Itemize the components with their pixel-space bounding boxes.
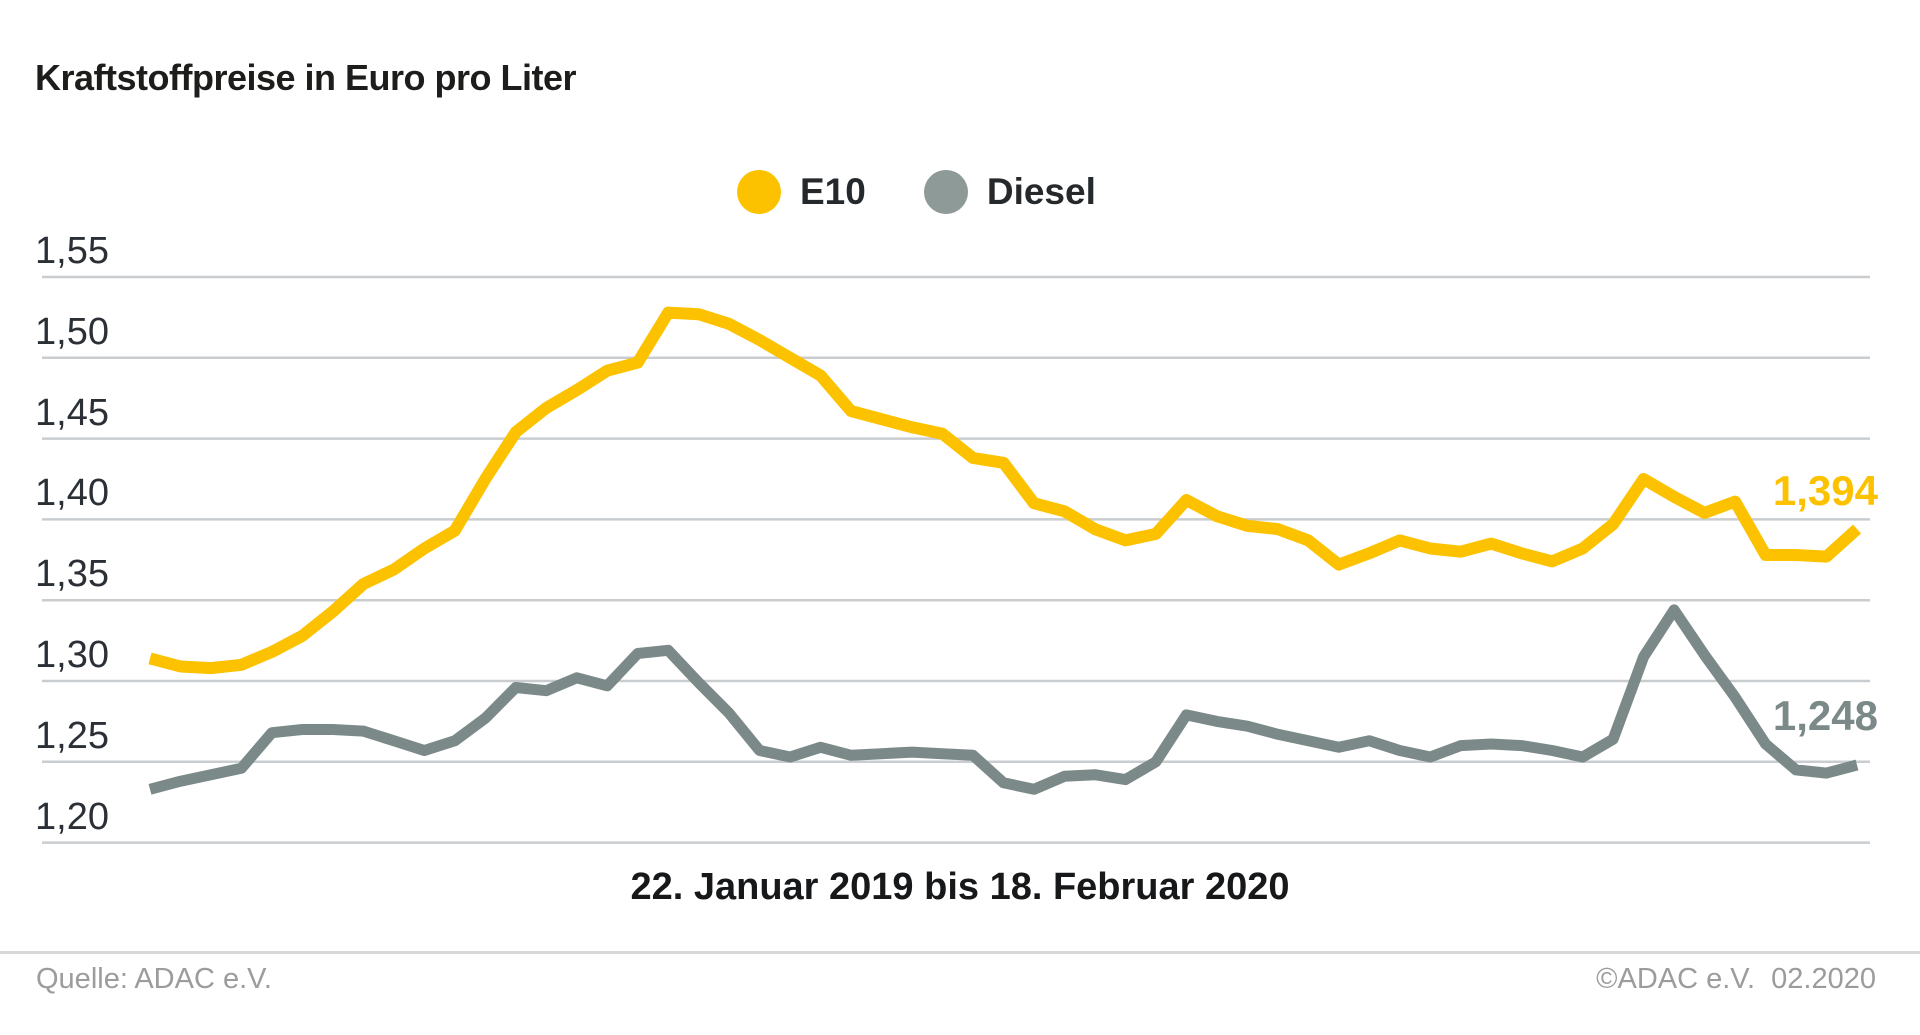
y-tick-label: 1,20: [35, 795, 109, 838]
diesel-price-line: [148, 604, 1859, 795]
y-tick-label: 1,30: [35, 634, 109, 676]
footer-source-text: Quelle: ADAC e.V.: [36, 963, 272, 995]
legend: E10 Diesel: [737, 169, 1096, 215]
y-tick-label: 1,35: [35, 553, 109, 596]
legend-e10-label: E10: [800, 171, 866, 212]
diesel-end-value-label: 1,248: [1772, 692, 1878, 739]
legend-e10-dot-icon: [737, 170, 781, 214]
e10-price-line: [148, 306, 1862, 675]
y-tick-label: 1,40: [35, 472, 109, 515]
x-axis-caption: 22. Januar 2019 bis 18. Februar 2020: [630, 866, 1290, 908]
e10-end-value-label: 1,394: [1772, 467, 1878, 514]
chart-title: Kraftstoffpreise in Euro pro Liter: [35, 57, 577, 98]
footer-copyright-text: ©ADAC e.V. 02.2020: [1596, 963, 1876, 995]
legend-diesel-dot-icon: [923, 170, 968, 214]
y-tick-label: 1,55: [35, 230, 109, 272]
legend-diesel-label: Diesel: [986, 171, 1096, 212]
y-tick-label: 1,45: [35, 391, 109, 434]
y-tick-label: 1,50: [35, 310, 109, 353]
footer-divider: [0, 951, 1920, 954]
y-tick-label: 1,25: [35, 714, 109, 757]
